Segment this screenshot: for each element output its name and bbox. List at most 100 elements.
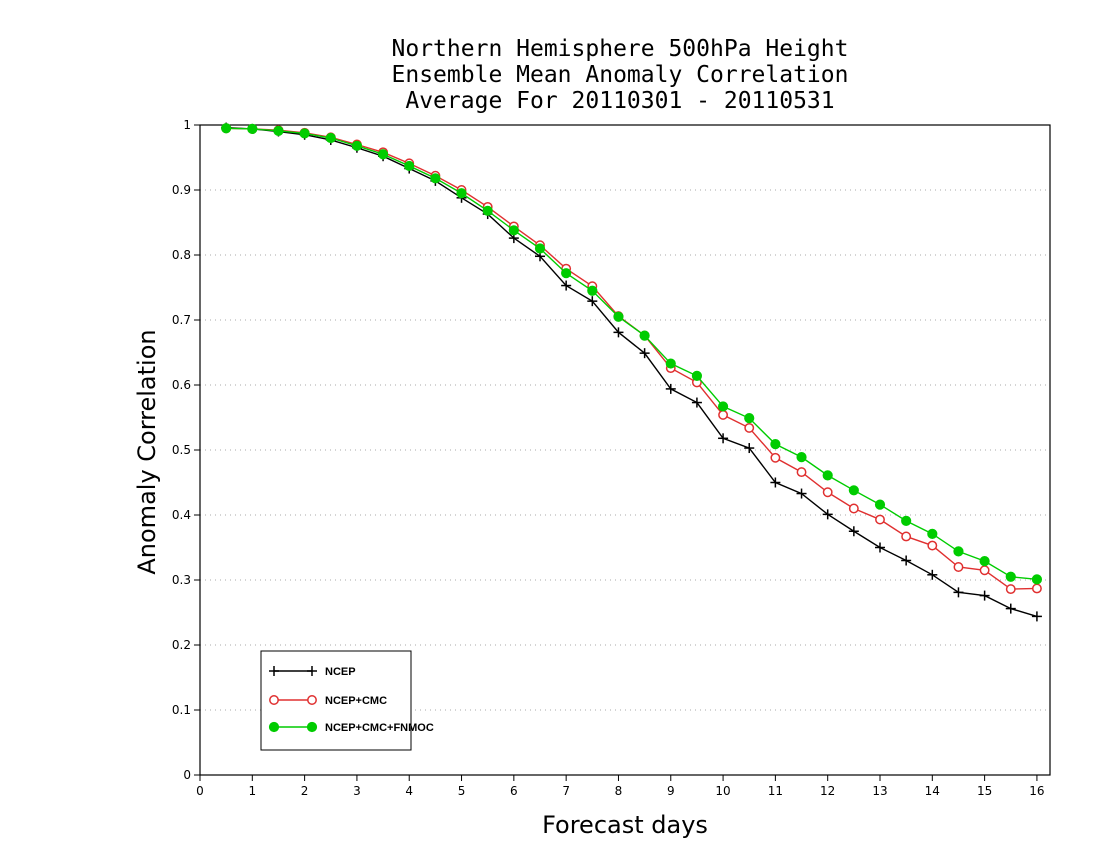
x-tick-label: 10 — [715, 784, 730, 798]
data-point — [875, 514, 885, 525]
series-ncep — [221, 122, 1042, 622]
data-point — [848, 485, 859, 496]
data-point — [822, 487, 833, 498]
data-point — [875, 542, 885, 553]
chart-title: Northern Hemisphere 500hPa Height Ensemb… — [0, 36, 1100, 114]
data-point — [901, 555, 912, 566]
data-point — [953, 587, 964, 598]
x-tick-label: 8 — [615, 784, 623, 798]
x-tick-label: 2 — [301, 784, 309, 798]
y-tick-label: 1 — [183, 118, 191, 132]
y-axis-title: Anomaly Correlation — [133, 329, 161, 574]
data-point — [351, 140, 363, 151]
data-point — [639, 330, 650, 341]
data-point — [927, 569, 938, 580]
data-point — [404, 160, 415, 172]
y-tick-label: 0.7 — [172, 313, 191, 327]
data-point — [534, 243, 546, 254]
x-tick-label: 6 — [510, 784, 518, 798]
y-tick-label: 0.4 — [172, 508, 191, 522]
data-point — [979, 556, 990, 567]
data-point — [901, 531, 912, 542]
data-point — [927, 528, 938, 539]
data-point — [1005, 603, 1016, 614]
x-tick-label: 14 — [925, 784, 940, 798]
x-tick-label: 9 — [667, 784, 675, 798]
data-point — [613, 311, 624, 322]
data-point — [1005, 571, 1016, 582]
legend-marker — [268, 721, 280, 733]
x-tick-label: 0 — [196, 784, 204, 798]
data-point — [273, 125, 284, 136]
data-point — [691, 397, 702, 408]
title-line-3: Average For 20110301 - 20110531 — [405, 88, 835, 114]
data-point — [770, 452, 781, 463]
data-point — [874, 499, 886, 510]
x-tick-label: 7 — [562, 784, 570, 798]
data-point — [927, 540, 938, 551]
x-tick-label: 13 — [872, 784, 887, 798]
x-tick-label: 4 — [405, 784, 413, 798]
legend-marker — [306, 721, 318, 733]
data-point — [430, 173, 441, 184]
x-tick-label: 3 — [353, 784, 361, 798]
title-line-2: Ensemble Mean Anomaly Correlation — [391, 62, 849, 88]
data-point — [1031, 611, 1042, 622]
data-point — [456, 188, 467, 199]
data-point — [665, 358, 676, 369]
legend-label: NCEP+CMC+FNMOC — [325, 722, 434, 734]
data-point — [953, 562, 964, 572]
data-point — [848, 503, 859, 514]
legend: NCEP NCEP+CMC NCEP+CMC+FNMOC — [260, 650, 434, 751]
y-tick-label: 0.8 — [172, 248, 191, 262]
legend-marker — [307, 695, 317, 705]
data-point — [665, 383, 676, 394]
y-tick-label: 0.6 — [172, 378, 191, 392]
legend-marker — [269, 695, 279, 705]
data-point — [953, 546, 964, 557]
data-point — [1005, 584, 1016, 595]
data-point — [979, 565, 990, 576]
legend-label: NCEP+CMC — [325, 695, 387, 707]
data-point — [299, 128, 310, 139]
legend-marker — [307, 666, 317, 676]
x-tick-label: 16 — [1029, 784, 1044, 798]
data-point — [979, 590, 990, 601]
y-tick-label: 0.1 — [172, 703, 191, 717]
data-point — [221, 123, 232, 134]
data-point — [796, 467, 807, 478]
data-point — [848, 526, 859, 537]
data-point — [1031, 574, 1043, 585]
x-axis-title: Forecast days — [542, 811, 708, 839]
data-point — [1031, 583, 1042, 594]
legend-box — [260, 650, 412, 751]
legend-entry: NCEP+CMC — [269, 695, 387, 707]
data-point — [744, 413, 755, 424]
legend-marker — [269, 666, 279, 676]
data-point — [691, 370, 703, 381]
legend-label: NCEP — [325, 666, 356, 678]
data-point — [377, 149, 389, 160]
series-line — [226, 127, 1037, 581]
data-point — [822, 509, 833, 520]
series-line — [226, 127, 1037, 590]
data-point — [325, 132, 336, 144]
y-tick-label: 0 — [183, 768, 191, 782]
data-point — [770, 477, 781, 488]
data-point — [717, 401, 729, 412]
data-point — [587, 296, 598, 307]
data-point — [718, 409, 729, 420]
series-line — [226, 126, 1038, 618]
data-point — [770, 439, 781, 450]
data-point — [482, 205, 493, 216]
x-tick-label: 1 — [248, 784, 256, 798]
y-tick-label: 0.5 — [172, 443, 191, 457]
grid-lines — [200, 189, 1050, 711]
data-point — [822, 470, 833, 481]
x-tick-label: 12 — [820, 784, 835, 798]
y-tick-label: 0.2 — [172, 638, 191, 652]
data-point — [901, 515, 912, 526]
y-tick-label: 0.3 — [172, 573, 191, 587]
legend-entry: NCEP — [269, 666, 356, 678]
